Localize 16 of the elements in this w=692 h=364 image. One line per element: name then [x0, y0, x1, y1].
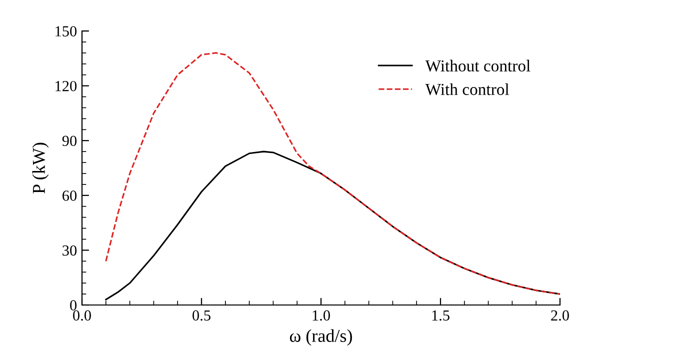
y-tick-label: 30 — [62, 245, 77, 256]
x-tick-label: 2.0 — [551, 310, 569, 321]
x-tick-label: 0.0 — [73, 310, 91, 321]
y-tick-label: 60 — [62, 190, 77, 201]
x-tick-label: 1.5 — [432, 310, 450, 321]
y-tick-label: 0 — [70, 300, 77, 310]
y-tick-label: 120 — [56, 80, 77, 92]
legend-label: With control — [425, 83, 510, 96]
y-tick-label: 90 — [62, 136, 77, 146]
x-tick-label: 1.0 — [312, 310, 330, 321]
line-series — [105, 52, 560, 295]
y-tick-label: 150 — [56, 26, 77, 36]
x-axis-title: ω (rad/s) — [290, 329, 352, 346]
x-tick-label: 0.5 — [192, 310, 210, 321]
y-axis-title: P (kW) — [32, 142, 49, 194]
legend-label: Without control — [425, 60, 530, 72]
